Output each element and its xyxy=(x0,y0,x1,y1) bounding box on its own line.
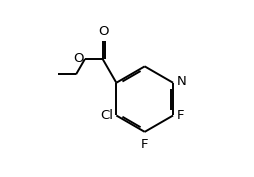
Text: F: F xyxy=(141,138,148,151)
Text: N: N xyxy=(177,75,187,88)
Text: Cl: Cl xyxy=(100,109,113,122)
Text: O: O xyxy=(99,25,109,38)
Text: O: O xyxy=(73,53,84,65)
Text: F: F xyxy=(177,109,184,122)
